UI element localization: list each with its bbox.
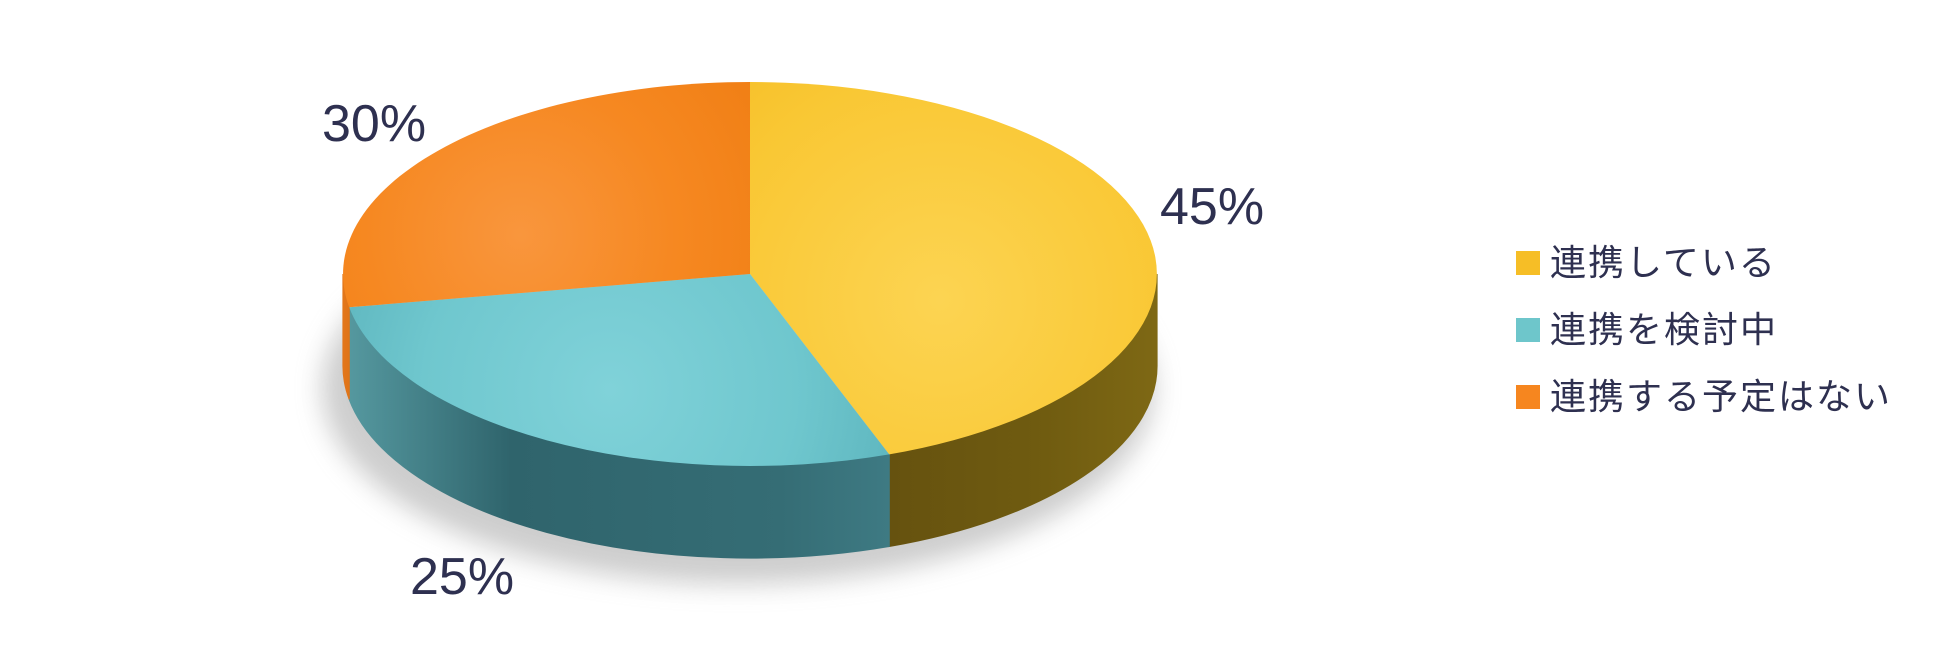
slice-value-label-yellow: 45% (1160, 178, 1265, 236)
legend-label-no-plan: 連携する予定はない (1550, 376, 1893, 417)
pie-slice-teal (349, 274, 890, 466)
legend-swatch-orange (1516, 385, 1540, 409)
legend-swatch-teal (1516, 318, 1540, 342)
legend-item-linked: 連携している (1516, 244, 1892, 282)
legend-label-linked: 連携している (1550, 242, 1777, 283)
legend-item-considering: 連携を検討中 (1516, 311, 1892, 349)
legend-item-no-plan: 連携する予定はない (1516, 378, 1892, 416)
slice-value-label-teal: 25% (410, 548, 515, 606)
legend-label-considering: 連携を検討中 (1550, 309, 1779, 350)
legend: 連携している 連携を検討中 連携する予定はない (1516, 244, 1892, 416)
slice-value-label-orange: 30% (322, 95, 427, 153)
legend-swatch-yellow (1516, 251, 1540, 275)
pie-slice-yellow (750, 82, 1157, 455)
pie-slice-orange (343, 82, 750, 308)
